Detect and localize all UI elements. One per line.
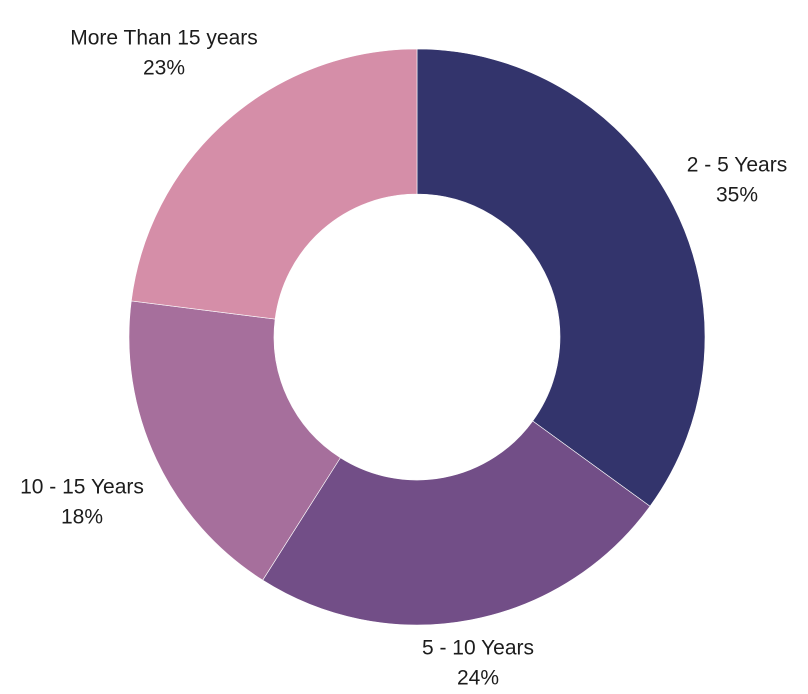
slice-percent-label: 23% [143, 57, 185, 80]
slice-percent-label: 18% [61, 506, 103, 529]
slice-more-than-15-years [130, 48, 418, 320]
slice-10-15-years [128, 300, 341, 581]
slice-category-label: More Than 15 years [70, 27, 258, 50]
donut-slices [128, 48, 706, 626]
slice-2-5-years [416, 48, 706, 507]
slice-category-label: 2 - 5 Years [687, 154, 787, 177]
slice-category-label: 5 - 10 Years [422, 637, 534, 660]
slice-percent-label: 35% [716, 184, 758, 207]
slice-category-label: 10 - 15 Years [20, 476, 144, 499]
slice-5-10-years [262, 420, 651, 626]
slice-percent-label: 24% [457, 667, 499, 690]
slice-labels: 2 - 5 Years 35% 5 - 10 Years 24% 10 - 15 Yea… [20, 27, 787, 690]
